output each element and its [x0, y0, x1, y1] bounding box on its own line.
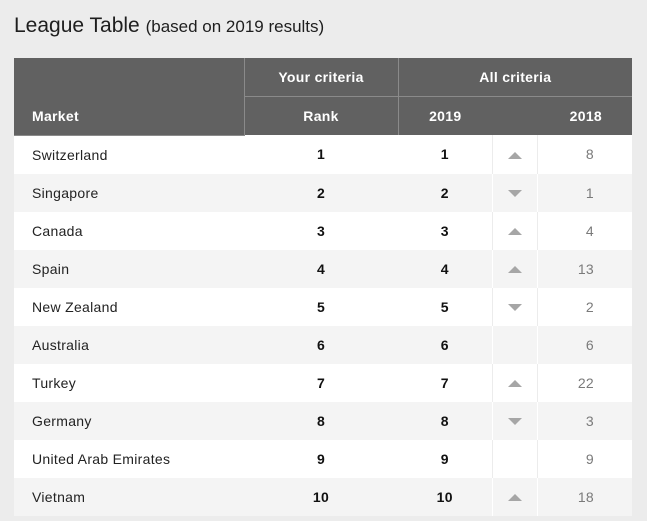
arrow-down-icon	[507, 190, 522, 198]
market-cell: Vietnam	[14, 477, 244, 516]
arrow-up-icon	[507, 494, 522, 502]
rank-2018-cell: 18	[537, 477, 632, 516]
rank-2019-cell: 8	[398, 401, 493, 440]
trend-cell	[492, 211, 538, 250]
rank-2018-cell: 3	[537, 401, 632, 440]
rank-2019-cell: 6	[398, 325, 493, 364]
rank-2018-cell: 22	[537, 363, 632, 402]
market-cell: Canada	[14, 211, 244, 250]
league-table-container: Market Your criteria All criteria Rank 2…	[14, 58, 632, 521]
market-cell: New Zealand	[14, 287, 244, 326]
trend-cell	[492, 363, 538, 402]
market-cell: Australia	[14, 325, 244, 364]
trend-cell	[492, 287, 538, 326]
rank-2018-cell: 1	[537, 173, 632, 212]
column-header-rank[interactable]: Rank	[243, 96, 398, 135]
trend-cell	[492, 135, 538, 174]
trend-cell	[492, 439, 538, 478]
trend-cell	[492, 325, 538, 364]
rank-2019-cell: 5	[398, 287, 493, 326]
rank-2019-cell: 10	[398, 477, 493, 516]
rank-2018-cell: 2	[537, 287, 632, 326]
column-header-market[interactable]: Market	[14, 58, 244, 136]
rank-cell: 3	[244, 211, 398, 250]
market-cell: Spain	[14, 249, 244, 288]
rank-cell: 10	[244, 477, 398, 516]
table-row[interactable]: Singapore 2 2 1	[14, 173, 632, 212]
group-header-all-criteria: All criteria	[397, 58, 632, 97]
rank-2019-cell: 3	[398, 211, 493, 250]
market-cell: Germany	[14, 401, 244, 440]
table-row[interactable]: United Arab Emirates 9 9 9	[14, 439, 632, 478]
market-cell: Singapore	[14, 173, 244, 212]
trend-cell	[492, 477, 538, 516]
table-row[interactable]: Australia 6 6 6	[14, 325, 632, 364]
rank-2019-cell: 4	[398, 249, 493, 288]
rank-2018-cell: 6	[537, 325, 632, 364]
rank-cell: 2	[244, 173, 398, 212]
arrow-up-icon	[507, 266, 522, 274]
league-table: Market Your criteria All criteria Rank 2…	[14, 58, 632, 516]
rank-2018-cell: 4	[537, 211, 632, 250]
rank-2018-cell: 8	[537, 135, 632, 174]
arrow-down-icon	[507, 304, 522, 312]
rank-cell: 9	[244, 439, 398, 478]
rank-2019-cell: 9	[398, 439, 493, 478]
trend-cell	[492, 401, 538, 440]
table-row[interactable]: Germany 8 8 3	[14, 401, 632, 440]
arrow-up-icon	[507, 152, 522, 160]
rank-cell: 8	[244, 401, 398, 440]
rank-cell: 7	[244, 363, 398, 402]
rank-2019-cell: 7	[398, 363, 493, 402]
group-header-your-criteria: Your criteria	[243, 58, 398, 97]
rank-cell: 1	[244, 135, 398, 174]
table-row[interactable]: New Zealand 5 5 2	[14, 287, 632, 326]
table-header: Market Your criteria All criteria Rank 2…	[14, 58, 632, 136]
page-subtitle: (based on 2019 results)	[145, 17, 325, 36]
rank-cell: 6	[244, 325, 398, 364]
rank-2018-cell: 13	[537, 249, 632, 288]
table-row[interactable]: Switzerland 1 1 8	[14, 135, 632, 174]
page-title: League Table (based on 2019 results)	[14, 14, 324, 38]
market-cell: Turkey	[14, 363, 244, 402]
arrow-up-icon	[507, 228, 522, 236]
rank-2019-cell: 1	[398, 135, 493, 174]
rank-cell: 5	[244, 287, 398, 326]
column-header-2019[interactable]: 2019	[397, 96, 492, 135]
rank-cell: 4	[244, 249, 398, 288]
rank-2018-cell: 9	[537, 439, 632, 478]
table-row[interactable]: Canada 3 3 4	[14, 211, 632, 250]
table-body: Switzerland 1 1 8 Singapore 2 2 1 Canada 3 3 4 Spain…	[14, 135, 632, 516]
market-cell: Switzerland	[14, 135, 244, 174]
trend-cell	[492, 249, 538, 288]
table-row[interactable]: Turkey 7 7 22	[14, 363, 632, 402]
arrow-down-icon	[507, 418, 522, 426]
table-row[interactable]: Vietnam 10 10 18	[14, 477, 632, 516]
column-header-2018[interactable]: 2018	[492, 96, 632, 135]
market-cell: United Arab Emirates	[14, 439, 244, 478]
trend-cell	[492, 173, 538, 212]
table-row[interactable]: Spain 4 4 13	[14, 249, 632, 288]
page-title-text: League Table	[14, 14, 140, 37]
rank-2019-cell: 2	[398, 173, 493, 212]
arrow-up-icon	[507, 380, 522, 388]
